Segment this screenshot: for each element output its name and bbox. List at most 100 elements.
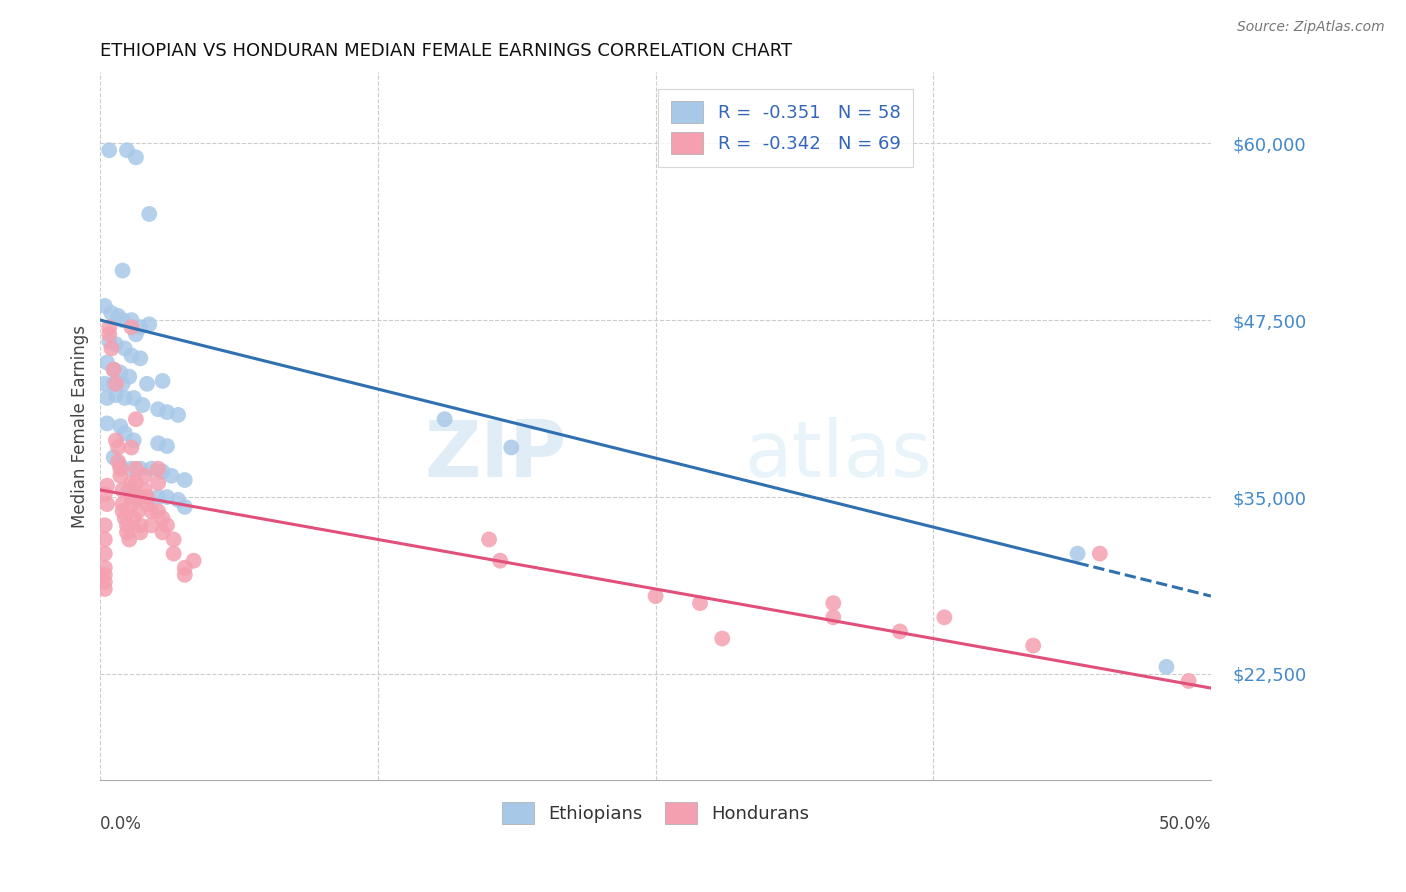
Point — [98, 327, 121, 342]
Point — [136, 376, 159, 391]
Point — [125, 327, 148, 342]
Point — [156, 518, 179, 533]
Text: ETHIOPIAN VS HONDURAN MEDIAN FEMALE EARNINGS CORRELATION CHART: ETHIOPIAN VS HONDURAN MEDIAN FEMALE EARN… — [100, 42, 793, 60]
Point — [146, 436, 169, 450]
Point — [98, 334, 121, 349]
Text: atlas: atlas — [744, 417, 932, 492]
Point — [111, 376, 134, 391]
Point — [129, 461, 152, 475]
Point — [111, 313, 134, 327]
Point — [129, 525, 152, 540]
Point — [146, 461, 169, 475]
Point — [114, 342, 136, 356]
Point — [98, 320, 121, 334]
Point — [823, 610, 845, 624]
Point — [104, 376, 127, 391]
Point — [125, 150, 148, 164]
Point — [111, 483, 134, 497]
Text: 50.0%: 50.0% — [1159, 815, 1211, 833]
Point — [129, 351, 152, 366]
Point — [118, 483, 141, 497]
Point — [146, 402, 169, 417]
Point — [94, 376, 117, 391]
Point — [115, 143, 138, 157]
Point — [114, 511, 136, 525]
Point — [489, 554, 512, 568]
Point — [823, 596, 845, 610]
Point — [122, 434, 145, 448]
Point — [152, 525, 174, 540]
Point — [156, 490, 179, 504]
Point — [114, 391, 136, 405]
Point — [100, 306, 122, 320]
Point — [110, 366, 132, 380]
Point — [111, 263, 134, 277]
Point — [115, 518, 138, 533]
Point — [167, 492, 190, 507]
Point — [120, 349, 142, 363]
Point — [111, 504, 134, 518]
Point — [96, 391, 118, 405]
Point — [146, 504, 169, 518]
Point — [934, 610, 956, 624]
Point — [136, 497, 159, 511]
Point — [163, 547, 186, 561]
Point — [183, 554, 205, 568]
Point — [115, 525, 138, 540]
Point — [501, 441, 523, 455]
Point — [152, 511, 174, 525]
Point — [134, 483, 156, 497]
Point — [173, 473, 195, 487]
Point — [1066, 547, 1088, 561]
Point — [110, 461, 132, 475]
Point — [96, 355, 118, 369]
Point — [125, 490, 148, 504]
Point — [173, 500, 195, 514]
Point — [98, 143, 121, 157]
Point — [131, 398, 153, 412]
Point — [125, 412, 148, 426]
Point — [167, 408, 190, 422]
Text: 0.0%: 0.0% — [100, 815, 142, 833]
Point — [136, 490, 159, 504]
Point — [104, 434, 127, 448]
Point — [107, 455, 129, 469]
Point — [141, 504, 163, 518]
Point — [110, 458, 132, 473]
Point — [1022, 639, 1045, 653]
Point — [100, 342, 122, 356]
Point — [146, 490, 169, 504]
Point — [111, 497, 134, 511]
Point — [129, 518, 152, 533]
Text: ZIP: ZIP — [425, 417, 567, 492]
Point — [104, 337, 127, 351]
Point — [156, 405, 179, 419]
Point — [94, 299, 117, 313]
Point — [711, 632, 734, 646]
Point — [152, 374, 174, 388]
Point — [118, 369, 141, 384]
Point — [141, 461, 163, 475]
Point — [96, 497, 118, 511]
Point — [120, 441, 142, 455]
Point — [122, 511, 145, 525]
Point — [114, 426, 136, 441]
Point — [129, 490, 152, 504]
Point — [1177, 673, 1199, 688]
Point — [127, 504, 149, 518]
Point — [94, 582, 117, 596]
Y-axis label: Median Female Earnings: Median Female Earnings — [72, 325, 89, 528]
Point — [103, 362, 125, 376]
Point — [134, 468, 156, 483]
Point — [96, 478, 118, 492]
Point — [120, 475, 142, 490]
Point — [173, 567, 195, 582]
Point — [94, 567, 117, 582]
Point — [103, 376, 125, 391]
Point — [120, 461, 142, 475]
Point — [96, 417, 118, 431]
Point — [94, 487, 117, 501]
Point — [125, 461, 148, 475]
Point — [110, 468, 132, 483]
Point — [163, 533, 186, 547]
